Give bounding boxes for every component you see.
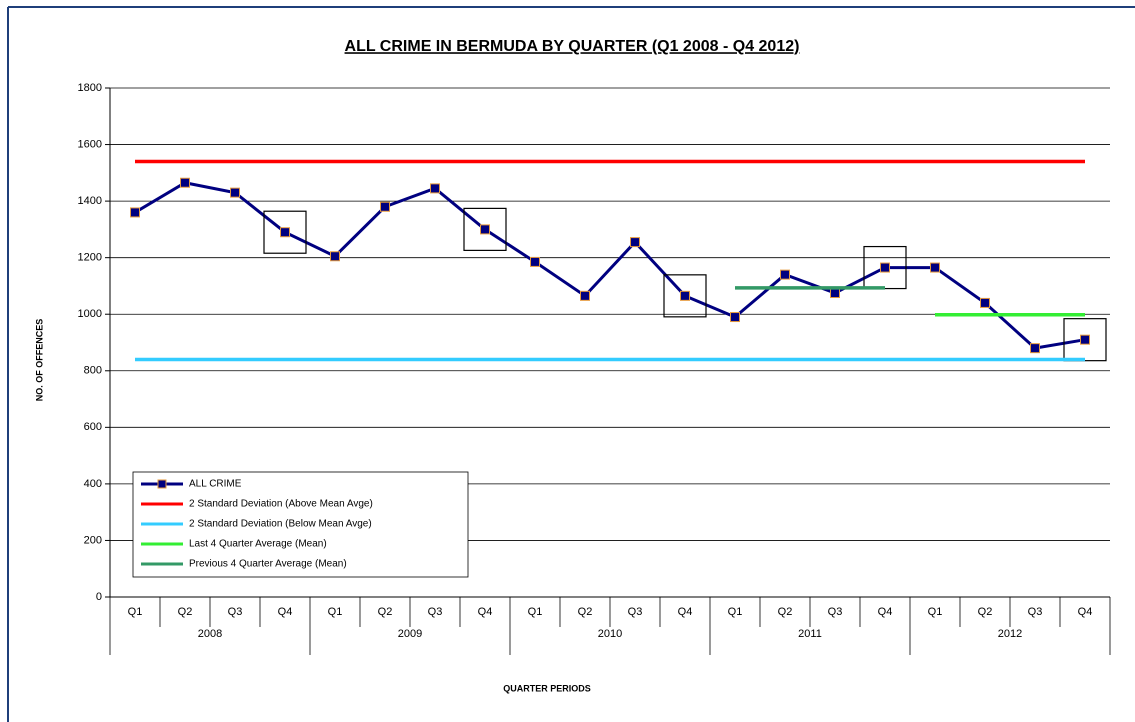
x-tick-label: Q1 <box>328 606 343 618</box>
marker <box>380 201 390 212</box>
year-label: 2008 <box>198 628 222 640</box>
y-tick-label: 1000 <box>78 308 102 320</box>
marker <box>130 207 140 218</box>
x-tick-label: Q1 <box>728 606 743 618</box>
y-tick-label: 600 <box>84 421 102 433</box>
x-tick-label: Q4 <box>678 606 693 618</box>
chart-title: ALL CRIME IN BERMUDA BY QUARTER (Q1 2008… <box>345 38 800 55</box>
y-tick-label: 400 <box>84 478 102 490</box>
highlight-box <box>663 274 707 318</box>
y-tick-label: 1600 <box>78 138 102 150</box>
year-label: 2009 <box>398 628 422 640</box>
marker <box>1080 334 1090 345</box>
y-tick-label: 1800 <box>78 82 102 94</box>
marker <box>280 227 290 238</box>
x-tick-label: Q2 <box>378 606 393 618</box>
x-tick-label: Q3 <box>628 606 643 618</box>
marker <box>1030 343 1040 354</box>
x-tick-label: Q2 <box>778 606 793 618</box>
x-tick-label: Q1 <box>928 606 943 618</box>
marker <box>480 224 490 235</box>
legend-label: Previous 4 Quarter Average (Mean) <box>189 559 347 570</box>
marker <box>680 290 690 301</box>
y-axis-label: NO. OF OFFENCES <box>34 319 44 402</box>
legend-label: ALL CRIME <box>189 479 242 490</box>
x-tick-label: Q4 <box>1078 606 1093 618</box>
marker <box>780 269 790 280</box>
y-tick-label: 1200 <box>78 252 102 264</box>
x-tick-label: Q1 <box>528 606 543 618</box>
marker <box>580 290 590 301</box>
legend-marker <box>157 479 167 489</box>
x-tick-label: Q4 <box>278 606 293 618</box>
marker <box>930 262 940 273</box>
marker <box>730 312 740 323</box>
x-tick-label: Q3 <box>228 606 243 618</box>
marker <box>630 237 640 248</box>
legend-label: 2 Standard Deviation (Below Mean Avge) <box>189 519 372 530</box>
year-label: 2010 <box>598 628 622 640</box>
highlight-box <box>463 207 507 251</box>
x-axis-label: QUARTER PERIODS <box>503 683 591 693</box>
x-tick-label: Q2 <box>578 606 593 618</box>
x-tick-label: Q4 <box>478 606 493 618</box>
year-label: 2011 <box>798 628 822 640</box>
marker <box>830 288 840 299</box>
series-line <box>134 181 1086 350</box>
x-tick-label: Q4 <box>878 606 893 618</box>
highlight-box <box>263 210 307 254</box>
x-tick-label: Q2 <box>978 606 993 618</box>
y-tick-label: 1400 <box>78 195 102 207</box>
y-tick-label: 0 <box>96 591 102 603</box>
y-tick-label: 800 <box>84 365 102 377</box>
marker <box>880 262 890 273</box>
year-label: 2012 <box>998 628 1022 640</box>
marker <box>330 251 340 262</box>
legend-label: 2 Standard Deviation (Above Mean Avge) <box>189 499 373 510</box>
marker <box>430 183 440 194</box>
legend-label: Last 4 Quarter Average (Mean) <box>189 539 327 550</box>
x-tick-label: Q3 <box>1028 606 1043 618</box>
marker <box>180 177 190 188</box>
marker <box>230 187 240 198</box>
legend-box <box>132 471 469 578</box>
marker <box>980 297 990 308</box>
marker <box>530 256 540 267</box>
x-tick-label: Q1 <box>128 606 143 618</box>
x-tick-label: Q2 <box>178 606 193 618</box>
y-tick-label: 200 <box>84 534 102 546</box>
x-tick-label: Q3 <box>428 606 443 618</box>
x-tick-label: Q3 <box>828 606 843 618</box>
